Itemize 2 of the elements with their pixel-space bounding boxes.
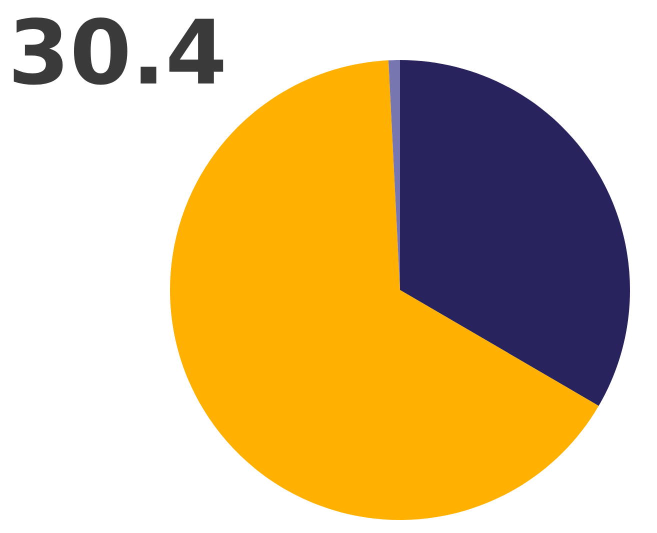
pie-slice <box>400 60 630 406</box>
chart-title: 30.4 <box>14 18 224 85</box>
